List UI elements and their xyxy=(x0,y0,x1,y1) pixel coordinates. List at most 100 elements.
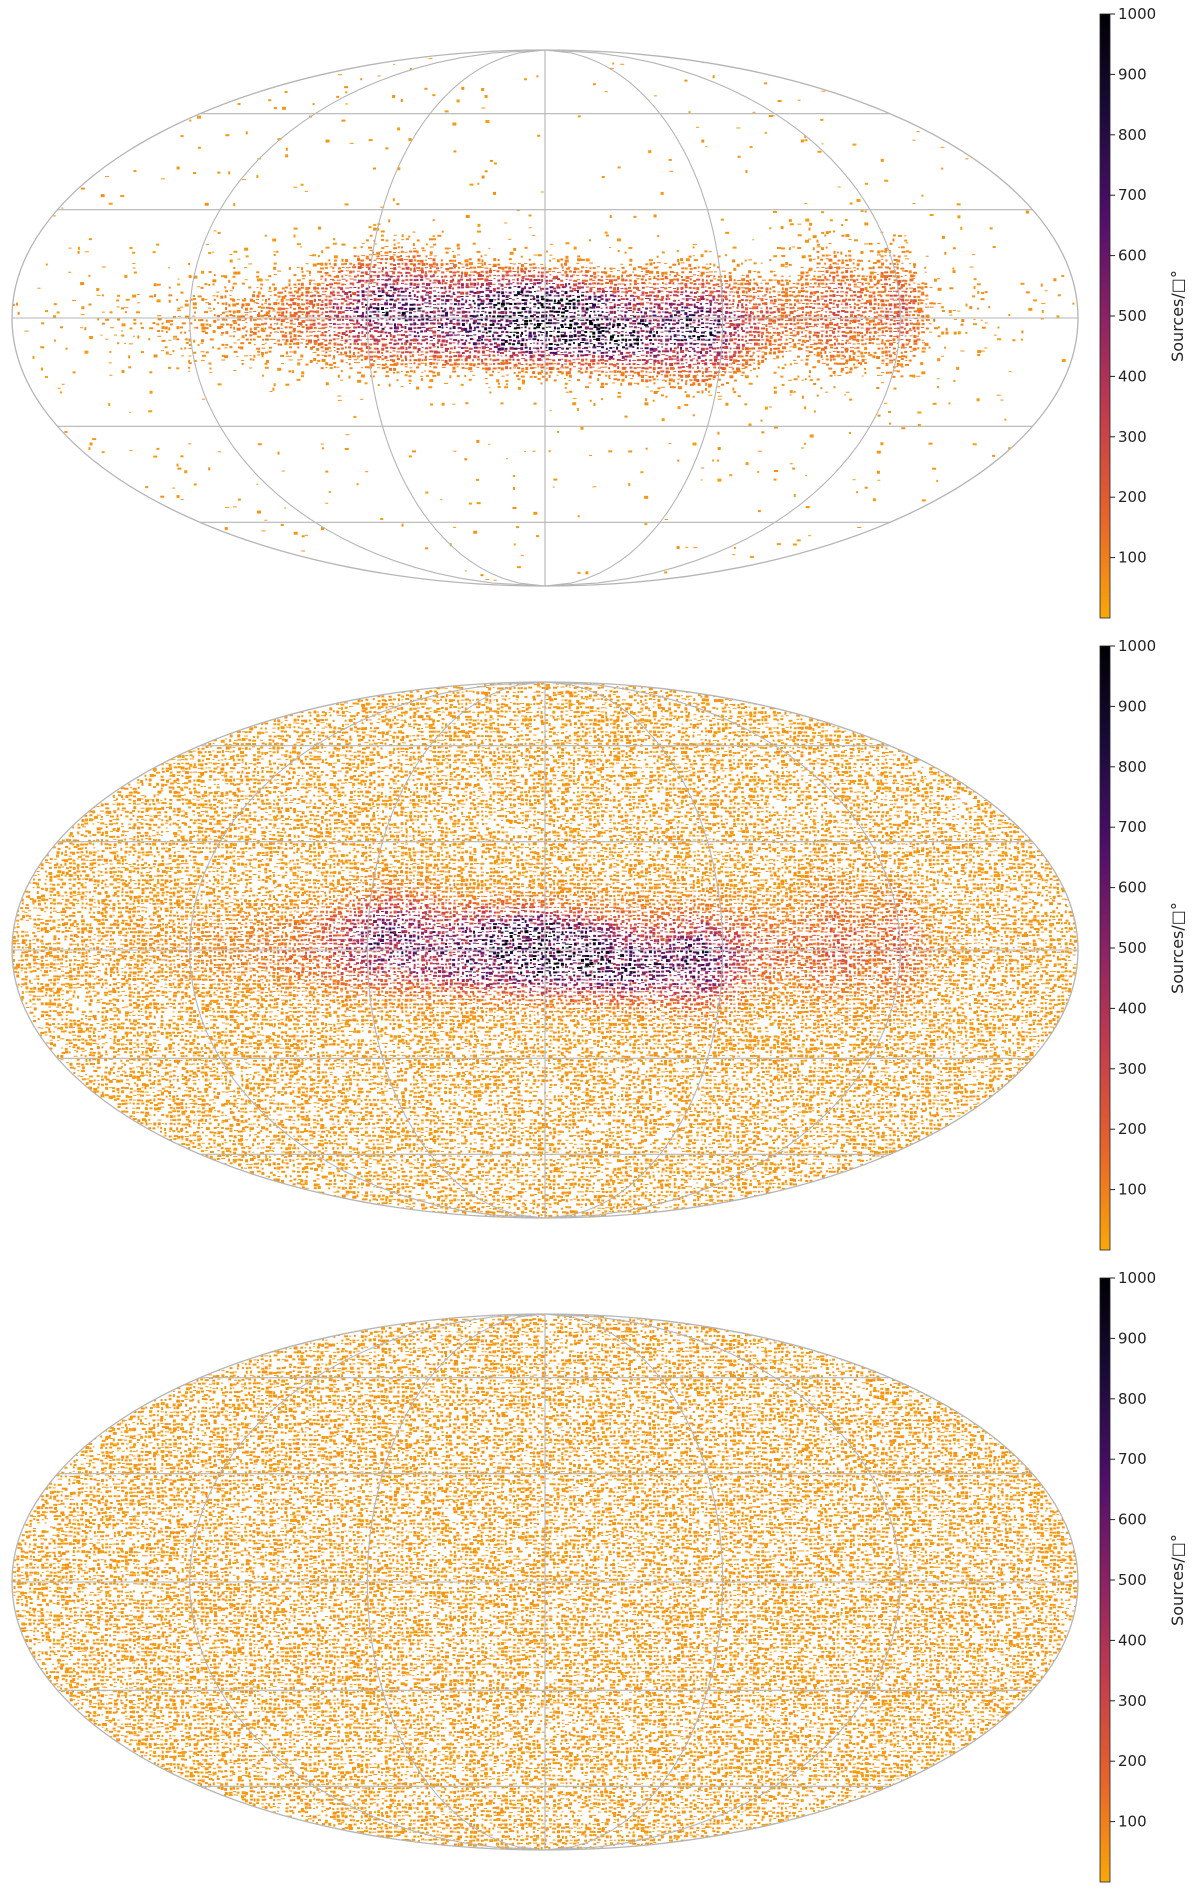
density-pixel xyxy=(329,323,332,324)
density-pixel xyxy=(710,334,714,336)
density-pixel xyxy=(401,275,403,277)
density-pixel xyxy=(806,355,809,357)
density-pixel xyxy=(897,322,900,324)
density-pixel xyxy=(452,342,455,343)
density-pixel xyxy=(154,354,158,357)
density-pixel xyxy=(244,248,248,251)
density-pixel xyxy=(429,300,431,302)
density-pixel xyxy=(361,284,364,287)
density-pixel xyxy=(612,63,614,65)
density-pixel xyxy=(353,294,356,295)
density-pixel xyxy=(977,350,981,353)
density-pixel xyxy=(888,278,890,280)
density-pixel xyxy=(425,267,428,268)
density-pixel xyxy=(486,298,489,300)
density-pixel xyxy=(576,268,579,270)
density-pixel xyxy=(498,327,502,329)
density-pixel xyxy=(820,344,823,345)
density-pixel xyxy=(782,346,786,349)
density-pixel xyxy=(601,311,603,313)
density-pixel xyxy=(548,354,550,356)
density-pixel xyxy=(256,271,259,273)
density-pixel xyxy=(712,295,715,298)
density-pixel xyxy=(402,234,404,237)
density-pixel xyxy=(170,320,173,322)
density-pixel xyxy=(902,306,905,309)
density-pixel xyxy=(402,312,406,315)
density-pixel xyxy=(885,308,887,310)
density-pixel xyxy=(204,283,207,285)
density-pixel xyxy=(274,274,277,275)
density-pixel xyxy=(126,299,130,301)
density-pixel xyxy=(740,351,742,353)
density-pixel xyxy=(909,270,912,273)
density-pixel xyxy=(444,286,446,289)
density-pixel xyxy=(509,292,512,294)
density-pixel xyxy=(702,279,704,282)
density-pixel xyxy=(652,323,654,324)
density-pixel xyxy=(721,219,724,221)
density-pixel xyxy=(436,267,439,269)
density-pixel xyxy=(522,294,525,296)
density-pixel xyxy=(400,355,402,358)
density-pixel xyxy=(128,366,131,368)
density-pixel xyxy=(601,343,604,345)
density-pixel xyxy=(636,338,639,341)
density-pixel xyxy=(633,298,635,301)
density-pixel xyxy=(521,264,524,267)
density-pixel xyxy=(590,275,593,277)
density-pixel xyxy=(822,274,825,275)
density-pixel xyxy=(665,319,669,321)
density-pixel xyxy=(525,335,527,336)
density-pixel xyxy=(358,280,361,283)
density-pixel xyxy=(384,314,388,316)
density-pixel xyxy=(605,312,608,313)
density-pixel xyxy=(408,335,411,336)
density-pixel xyxy=(780,336,782,338)
density-pixel xyxy=(246,131,248,134)
density-pixel xyxy=(457,366,459,367)
density-pixel xyxy=(553,315,555,317)
density-pixel xyxy=(308,287,310,289)
density-pixel xyxy=(658,343,660,344)
density-pixel xyxy=(480,303,484,305)
density-pixel xyxy=(874,352,877,354)
density-pixel xyxy=(60,326,63,328)
density-pixel xyxy=(569,320,573,322)
density-pixel xyxy=(714,330,716,331)
density-pixel xyxy=(984,347,987,348)
density-pixel xyxy=(1041,284,1043,287)
density-pixel xyxy=(556,287,560,289)
density-pixel xyxy=(449,342,452,344)
density-pixel xyxy=(233,342,236,343)
density-pixel xyxy=(393,343,396,345)
density-pixel xyxy=(369,343,372,345)
density-pixel xyxy=(680,358,683,361)
density-pixel xyxy=(378,311,380,312)
density-pixel xyxy=(452,272,456,274)
density-pixel xyxy=(782,331,784,334)
density-pixel xyxy=(477,303,480,306)
density-pixel xyxy=(885,350,888,353)
density-pixel xyxy=(829,327,833,328)
density-pixel xyxy=(833,303,835,305)
density-pixel xyxy=(857,287,860,288)
density-pixel xyxy=(364,300,367,301)
density-pixel xyxy=(770,300,773,302)
density-pixel xyxy=(705,146,707,147)
density-pixel xyxy=(328,355,331,357)
density-pixel xyxy=(388,290,392,291)
density-pixel xyxy=(528,275,532,277)
density-pixel xyxy=(509,270,512,272)
density-pixel xyxy=(516,327,520,329)
density-pixel xyxy=(465,350,469,352)
density-pixel xyxy=(513,274,516,276)
density-pixel xyxy=(820,119,823,121)
density-pixel xyxy=(386,300,388,302)
density-pixel xyxy=(520,315,523,317)
density-pixel xyxy=(326,140,330,143)
density-pixel xyxy=(725,254,727,256)
density-pixel xyxy=(233,283,237,285)
density-pixel xyxy=(741,299,744,301)
density-pixel xyxy=(512,271,516,272)
